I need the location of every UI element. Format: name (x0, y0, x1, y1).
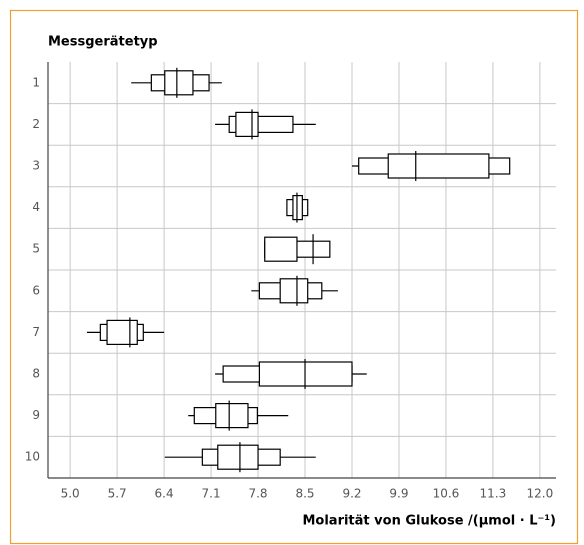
x-tick-label: 7.1 (202, 487, 221, 501)
chart-title: Messgerätetyp (48, 35, 158, 50)
y-tick-label: 6 (32, 283, 40, 297)
y-tick-label: 3 (32, 159, 40, 173)
frame (9, 9, 579, 545)
y-tick-label: 9 (32, 408, 40, 422)
x-tick-label: 7.8 (248, 487, 267, 501)
y-tick-label: 8 (32, 367, 40, 381)
inner-box (292, 195, 303, 221)
x-tick-label: 5.0 (61, 487, 80, 501)
y-tick-label: 7 (32, 325, 40, 339)
inner-box (264, 236, 298, 262)
inner-box (387, 153, 490, 179)
x-tick-label: 11.3 (480, 487, 507, 501)
x-tick-label: 9.9 (389, 487, 408, 501)
x-tick-label: 10.6 (433, 487, 460, 501)
y-tick-label: 4 (32, 200, 40, 214)
inner-box (258, 361, 353, 387)
inner-box (164, 70, 194, 96)
x-tick-label: 8.5 (295, 487, 314, 501)
inner-box (217, 444, 259, 470)
inner-box (215, 403, 249, 429)
x-tick-label: 12.0 (527, 487, 554, 501)
inner-box (279, 278, 309, 304)
x-tick-label: 9.2 (342, 487, 361, 501)
inner-box (235, 111, 259, 138)
y-tick-label: 5 (32, 242, 40, 256)
y-tick-label: 10 (25, 450, 40, 464)
inner-box (106, 319, 138, 345)
x-tick-label: 6.4 (155, 487, 174, 501)
y-tick-label: 2 (32, 117, 40, 131)
x-tick-label: 5.7 (108, 487, 127, 501)
x-axis-label: Molarität von Glukose /(µmol · L⁻¹) (302, 514, 556, 529)
y-tick-label: 1 (32, 75, 40, 89)
